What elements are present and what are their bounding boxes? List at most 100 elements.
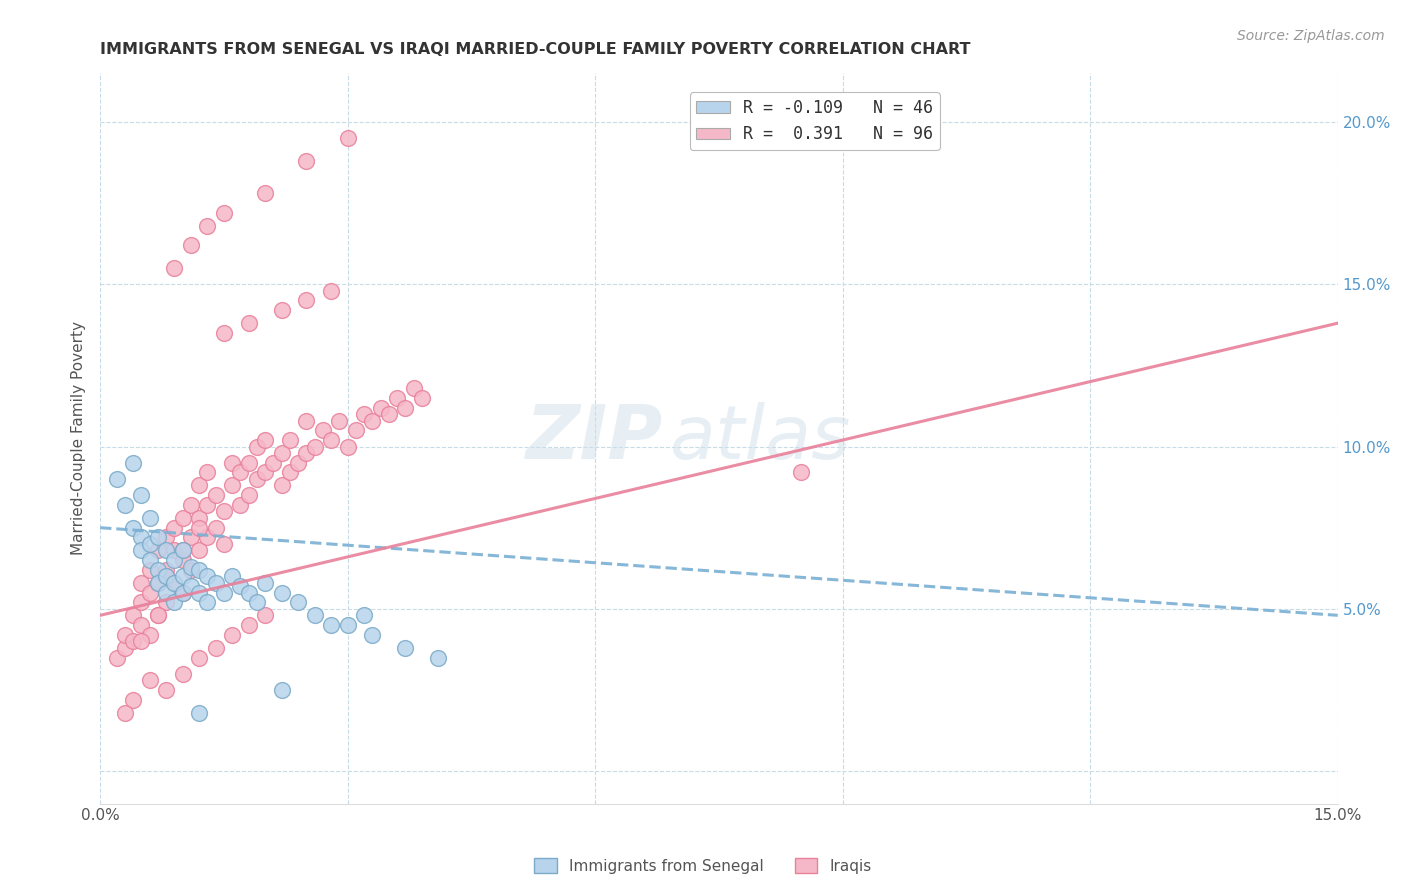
Point: [155, 569, 177, 583]
Point: [122, 456, 145, 470]
Point: [254, 433, 277, 447]
Point: [163, 575, 186, 590]
Point: [146, 530, 169, 544]
Point: [229, 579, 252, 593]
Point: [146, 575, 169, 590]
Point: [138, 553, 160, 567]
Point: [188, 706, 211, 720]
Point: [370, 401, 392, 415]
Point: [155, 543, 177, 558]
Point: [304, 608, 326, 623]
Point: [172, 543, 194, 558]
Point: [155, 683, 177, 698]
Point: [180, 498, 202, 512]
Point: [172, 543, 194, 558]
Y-axis label: Married-Couple Family Poverty: Married-Couple Family Poverty: [72, 321, 86, 556]
Point: [295, 413, 318, 427]
Point: [212, 585, 235, 599]
Point: [197, 530, 219, 544]
Point: [114, 628, 136, 642]
Point: [246, 472, 269, 486]
Point: [278, 433, 301, 447]
Point: [197, 466, 219, 480]
Legend: Immigrants from Senegal, Iraqis: Immigrants from Senegal, Iraqis: [529, 852, 877, 880]
Point: [238, 585, 260, 599]
Point: [138, 537, 160, 551]
Point: [188, 521, 211, 535]
Point: [385, 391, 408, 405]
Point: [146, 608, 169, 623]
Point: [155, 595, 177, 609]
Point: [328, 413, 350, 427]
Point: [105, 472, 128, 486]
Point: [163, 595, 186, 609]
Point: [287, 595, 309, 609]
Point: [246, 440, 269, 454]
Point: [353, 608, 375, 623]
Point: [163, 575, 186, 590]
Point: [114, 498, 136, 512]
Text: atlas: atlas: [669, 402, 851, 475]
Point: [172, 511, 194, 525]
Point: [229, 466, 252, 480]
Point: [336, 618, 359, 632]
Point: [394, 640, 416, 655]
Point: [197, 569, 219, 583]
Point: [336, 131, 359, 145]
Point: [188, 478, 211, 492]
Point: [105, 650, 128, 665]
Point: [254, 608, 277, 623]
Point: [229, 498, 252, 512]
Point: [312, 423, 335, 437]
Text: Source: ZipAtlas.com: Source: ZipAtlas.com: [1237, 29, 1385, 43]
Point: [270, 478, 292, 492]
Point: [155, 569, 177, 583]
Point: [146, 543, 169, 558]
Point: [155, 563, 177, 577]
Point: [197, 219, 219, 233]
Point: [131, 488, 153, 502]
Point: [344, 423, 367, 437]
Point: [163, 260, 186, 275]
Text: ZIP: ZIP: [526, 402, 664, 475]
Point: [427, 650, 450, 665]
Point: [270, 683, 292, 698]
Point: [146, 575, 169, 590]
Point: [138, 628, 160, 642]
Point: [163, 543, 186, 558]
Point: [197, 595, 219, 609]
Point: [131, 543, 153, 558]
Point: [180, 238, 202, 252]
Point: [146, 563, 169, 577]
Point: [204, 488, 226, 502]
Point: [138, 563, 160, 577]
Point: [122, 692, 145, 706]
Point: [270, 446, 292, 460]
Point: [204, 575, 226, 590]
Point: [131, 618, 153, 632]
Point: [163, 521, 186, 535]
Point: [155, 530, 177, 544]
Point: [353, 407, 375, 421]
Point: [278, 466, 301, 480]
Point: [172, 585, 194, 599]
Point: [270, 585, 292, 599]
Point: [221, 569, 243, 583]
Point: [238, 488, 260, 502]
Point: [790, 466, 813, 480]
Point: [180, 559, 202, 574]
Point: [114, 640, 136, 655]
Point: [221, 628, 243, 642]
Point: [402, 381, 425, 395]
Point: [204, 640, 226, 655]
Point: [172, 553, 194, 567]
Point: [204, 521, 226, 535]
Point: [131, 530, 153, 544]
Legend: R = -0.109   N = 46, R =  0.391   N = 96: R = -0.109 N = 46, R = 0.391 N = 96: [689, 93, 939, 150]
Point: [221, 456, 243, 470]
Point: [146, 608, 169, 623]
Point: [254, 575, 277, 590]
Point: [411, 391, 433, 405]
Point: [238, 618, 260, 632]
Point: [122, 634, 145, 648]
